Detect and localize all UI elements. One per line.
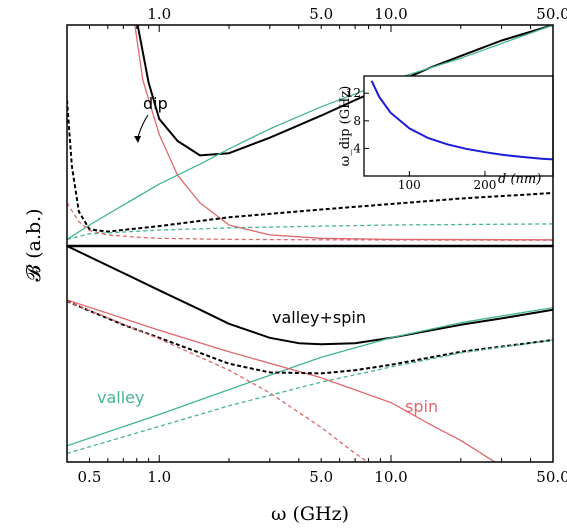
top-series-2-solid [134,25,553,241]
top-series-3-dashed [67,100,553,233]
top-series-0-solid [136,25,553,157]
top-tick-label: 1.0 [147,5,171,23]
top-series-5-dashed [67,202,553,241]
inset-x-title: d (nm) [498,172,541,187]
top-tick-label: 5.0 [309,5,333,23]
annotation-dip-arrowhead [134,136,141,143]
top-tick-label: 50.0 [536,5,567,23]
top-series-1-solid [67,25,553,240]
bottom-panel-series [67,246,553,462]
top-panel-series [67,25,553,241]
bottom-series-4-dashed [67,339,553,455]
inset-x-tick-label: 100 [398,178,421,192]
inset-y-title: ω_dip (GHz) [338,86,353,167]
annotation-dip: dip [143,94,168,113]
inset-y-tick-label: 12 [346,86,361,100]
bottom-tick-label: 1.0 [147,468,171,486]
bottom-series-2-solid [67,299,497,462]
top-axis-ticks: 1.0 5.0 10.0 50.0 [66,5,567,32]
top-series-4-dashed [67,223,553,241]
inset-series [370,80,553,161]
bottom-series-1-solid [67,306,553,447]
bottom-series-3-dashed [67,300,553,375]
inset-frame [363,75,554,177]
bottom-tick-label: 10.0 [374,468,407,486]
label-valley-spin: valley+spin [272,308,366,327]
annotation-dip-arrow [137,114,149,138]
y-axis-title: 𝓑 (a.b.) [23,208,45,281]
bottom-tick-label: 5.0 [309,468,333,486]
bottom-panel-frame [66,245,554,463]
inset-series-0 [370,80,553,161]
label-spin: spin [405,397,438,416]
bottom-tick-label: 0.5 [78,468,102,486]
bottom-tick-label: 50.0 [536,468,567,486]
bottom-series-0-solid [67,246,553,346]
inset-y-tick-label: 4 [353,141,361,155]
x-axis-title: ω (GHz) [271,503,349,525]
inset-y-tick-label: 8 [353,114,361,128]
bottom-series-5-dashed [67,300,369,462]
inset-x-tick-label: 200 [474,178,497,192]
inset-ticks: 100 200 4 8 12 [346,86,497,192]
label-valley: valley [97,388,144,407]
top-tick-label: 10.0 [374,5,407,23]
bottom-axis-ticks: 0.5 1.0 5.0 10.0 50.0 [66,455,567,486]
